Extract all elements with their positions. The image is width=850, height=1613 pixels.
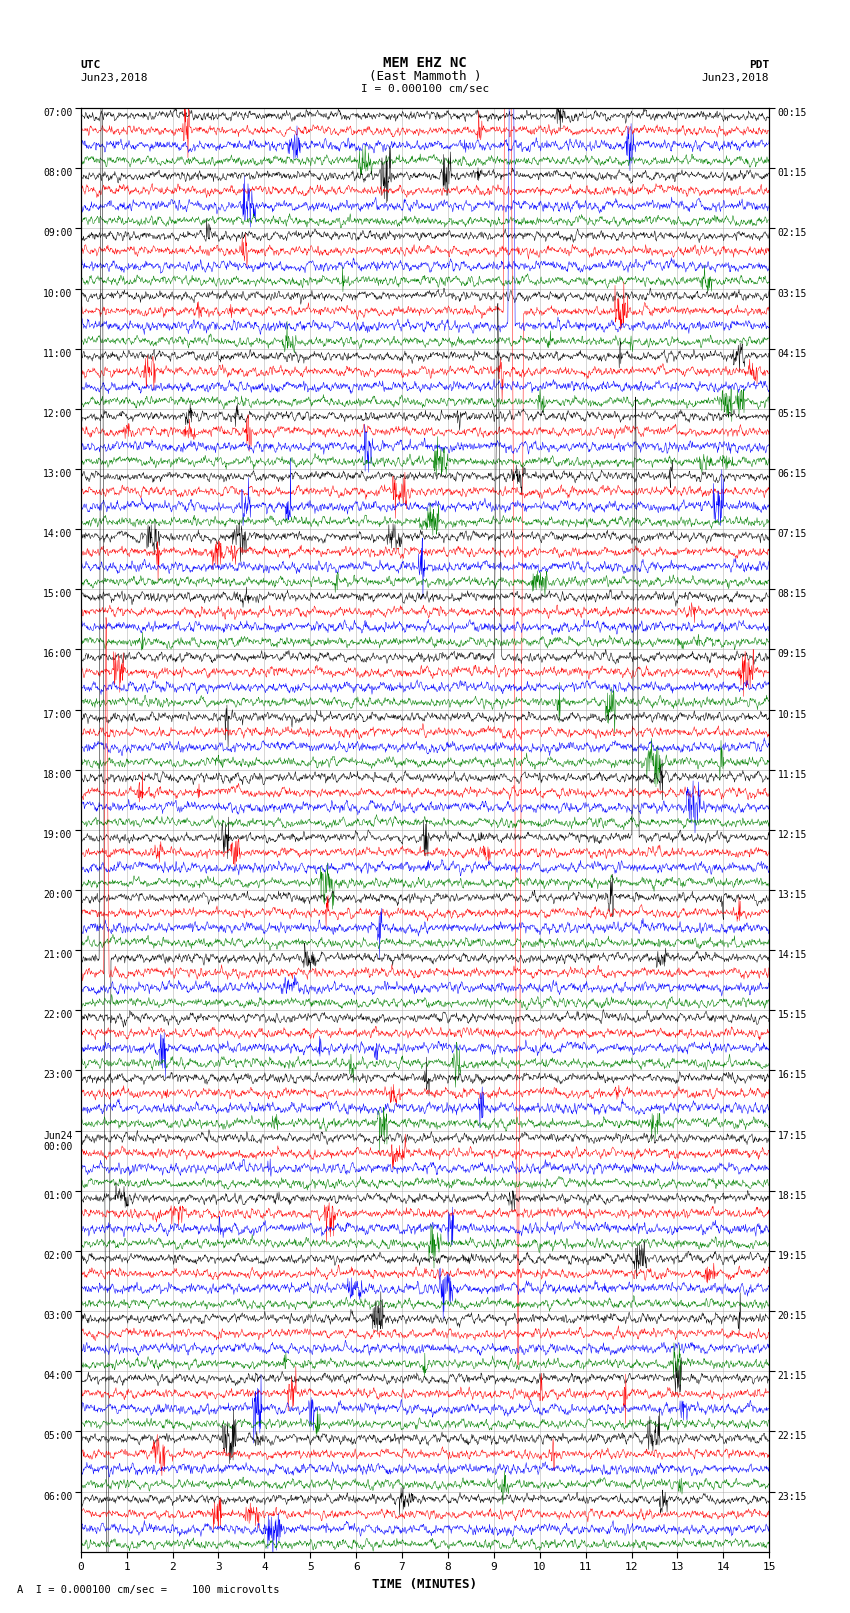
Text: UTC: UTC: [81, 60, 101, 71]
Text: PDT: PDT: [749, 60, 769, 71]
X-axis label: TIME (MINUTES): TIME (MINUTES): [372, 1578, 478, 1590]
Text: (East Mammoth ): (East Mammoth ): [369, 69, 481, 84]
Text: I = 0.000100 cm/sec: I = 0.000100 cm/sec: [361, 84, 489, 94]
Text: A  I = 0.000100 cm/sec =    100 microvolts: A I = 0.000100 cm/sec = 100 microvolts: [17, 1586, 280, 1595]
Text: MEM EHZ NC: MEM EHZ NC: [383, 56, 467, 71]
Text: Jun23,2018: Jun23,2018: [81, 73, 148, 84]
Text: Jun23,2018: Jun23,2018: [702, 73, 769, 84]
